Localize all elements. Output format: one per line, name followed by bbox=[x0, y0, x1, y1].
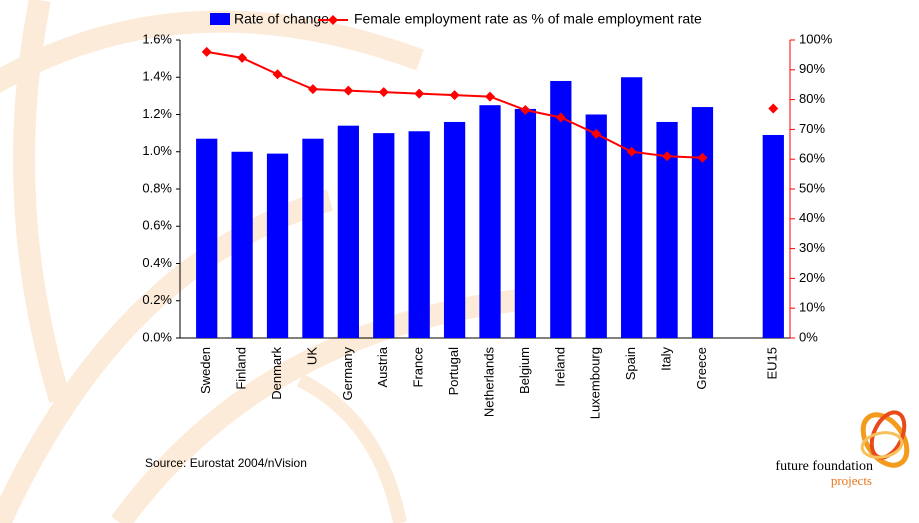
x-tick-label: Ireland bbox=[552, 347, 567, 387]
y2-tick-label: 30% bbox=[799, 240, 825, 255]
line-marker bbox=[485, 91, 495, 102]
line-marker bbox=[520, 105, 531, 116]
logo-tagline: projects bbox=[831, 473, 872, 488]
x-tick-label: Spain bbox=[623, 347, 638, 380]
y-tick-label: 1.2% bbox=[142, 106, 172, 121]
line-marker bbox=[414, 88, 425, 99]
x-tick-label: Italy bbox=[658, 347, 673, 371]
bar bbox=[231, 151, 253, 338]
line-marker bbox=[272, 69, 283, 80]
line-marker bbox=[343, 85, 354, 96]
y2-tick-label: 10% bbox=[799, 300, 825, 315]
x-tick-label: Austria bbox=[375, 346, 390, 387]
y-tick-label: 0.6% bbox=[142, 218, 172, 233]
x-tick-label: Luxembourg bbox=[588, 347, 603, 419]
x-tick-label: Portugal bbox=[446, 347, 461, 396]
bar bbox=[621, 77, 643, 338]
bar bbox=[337, 125, 359, 338]
x-tick-label: France bbox=[411, 347, 426, 387]
legend-swatch bbox=[328, 15, 338, 25]
line-marker bbox=[662, 151, 673, 162]
y-tick-label: 1.6% bbox=[142, 31, 172, 46]
logo-name: future foundation bbox=[775, 459, 873, 474]
line-marker bbox=[378, 87, 389, 98]
bar bbox=[479, 105, 501, 338]
y2-tick-label: 40% bbox=[799, 210, 825, 225]
source-note: Source: Eurostat 2004/nVision bbox=[145, 456, 307, 470]
legend-label: Female employment rate as % of male empl… bbox=[354, 11, 702, 27]
bar bbox=[762, 134, 784, 338]
bar bbox=[514, 108, 537, 338]
line-marker bbox=[591, 128, 602, 139]
x-tick-label: Germany bbox=[340, 347, 355, 401]
bar bbox=[266, 153, 289, 338]
x-tick-label: EU15 bbox=[765, 347, 780, 380]
x-tick-label: UK bbox=[304, 347, 319, 365]
line-marker bbox=[555, 112, 566, 123]
y-tick-label: 0.0% bbox=[142, 329, 172, 344]
y2-tick-label: 0% bbox=[799, 329, 818, 344]
x-tick-label: Belgium bbox=[517, 347, 532, 394]
y-tick-label: 1.4% bbox=[142, 69, 172, 84]
y2-tick-label: 20% bbox=[799, 270, 825, 285]
y2-tick-label: 80% bbox=[799, 91, 825, 106]
bar bbox=[408, 131, 430, 338]
y2-tick-label: 50% bbox=[799, 180, 825, 195]
line-marker bbox=[626, 146, 637, 157]
legend-swatch bbox=[210, 13, 230, 25]
y2-tick-label: 100% bbox=[799, 31, 833, 46]
x-tick-label: Netherlands bbox=[481, 347, 496, 418]
bar bbox=[550, 80, 572, 338]
x-tick-label: Denmark bbox=[269, 347, 284, 400]
line-marker bbox=[449, 90, 460, 101]
logo: future foundation projects bbox=[775, 410, 910, 488]
x-tick-label: Greece bbox=[694, 347, 709, 390]
line-marker bbox=[697, 152, 708, 163]
y-tick-label: 0.4% bbox=[142, 255, 172, 270]
x-tick-label: Finland bbox=[234, 347, 249, 390]
background-decoration bbox=[0, 0, 522, 523]
y2-tick-label: 70% bbox=[799, 121, 825, 136]
y-tick-label: 0.8% bbox=[142, 180, 172, 195]
line-marker bbox=[768, 103, 779, 114]
y-tick-label: 1.0% bbox=[142, 143, 172, 158]
line-marker bbox=[201, 46, 212, 57]
bar bbox=[302, 138, 324, 338]
bar bbox=[373, 133, 395, 338]
y2-tick-label: 90% bbox=[799, 61, 825, 76]
bar bbox=[691, 107, 714, 338]
bar bbox=[196, 138, 218, 338]
line-marker bbox=[237, 52, 248, 63]
y2-tick-label: 60% bbox=[799, 151, 825, 166]
bar bbox=[585, 114, 607, 338]
y-tick-label: 0.2% bbox=[142, 292, 172, 307]
x-tick-label: Sweden bbox=[198, 347, 213, 394]
line-marker bbox=[307, 84, 318, 95]
bar bbox=[443, 121, 466, 338]
legend-label: Rate of change bbox=[234, 11, 329, 27]
bar bbox=[656, 121, 678, 338]
